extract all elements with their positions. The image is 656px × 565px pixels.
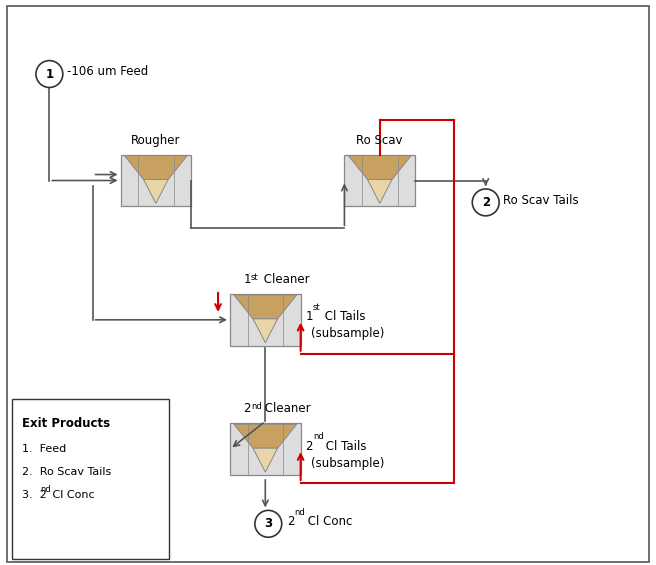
Text: Exit Products: Exit Products <box>22 418 110 431</box>
Circle shape <box>36 60 63 88</box>
Text: Cl Tails: Cl Tails <box>322 440 367 453</box>
Text: nd: nd <box>40 485 51 494</box>
Polygon shape <box>253 448 277 472</box>
Text: -106 um Feed: -106 um Feed <box>68 64 148 77</box>
Polygon shape <box>125 155 187 180</box>
Text: 1.  Feed: 1. Feed <box>22 444 66 454</box>
Text: Rougher: Rougher <box>131 134 180 147</box>
Text: Ro Scav: Ro Scav <box>356 134 403 147</box>
Text: 2.  Ro Scav Tails: 2. Ro Scav Tails <box>22 467 111 477</box>
Text: Ro Scav Tails: Ro Scav Tails <box>502 194 578 207</box>
Polygon shape <box>348 155 411 180</box>
Text: Cl Tails: Cl Tails <box>321 310 365 323</box>
Polygon shape <box>234 424 297 448</box>
Polygon shape <box>344 155 415 206</box>
FancyBboxPatch shape <box>12 399 169 559</box>
Text: nd: nd <box>295 508 305 518</box>
Circle shape <box>472 189 499 216</box>
Text: Cleaner: Cleaner <box>261 402 310 415</box>
Circle shape <box>255 510 281 537</box>
Text: 1: 1 <box>45 68 53 81</box>
Text: 1: 1 <box>243 273 251 286</box>
Polygon shape <box>253 319 277 343</box>
Polygon shape <box>230 294 300 346</box>
Text: Cl Conc: Cl Conc <box>49 490 94 500</box>
Polygon shape <box>144 180 168 203</box>
Text: st: st <box>251 273 258 282</box>
Text: nd: nd <box>251 402 262 411</box>
Text: (subsample): (subsample) <box>310 457 384 470</box>
Text: Cl Conc: Cl Conc <box>304 515 352 528</box>
Polygon shape <box>367 180 392 203</box>
Polygon shape <box>230 423 300 475</box>
Text: st: st <box>313 303 320 312</box>
Text: 3: 3 <box>264 518 272 531</box>
Text: 2: 2 <box>482 196 490 209</box>
Text: nd: nd <box>313 432 323 441</box>
Text: 2: 2 <box>287 515 295 528</box>
Text: 1: 1 <box>306 310 313 323</box>
Polygon shape <box>121 155 191 206</box>
FancyBboxPatch shape <box>7 6 649 562</box>
Polygon shape <box>234 295 297 319</box>
Text: (subsample): (subsample) <box>310 327 384 340</box>
Text: 2: 2 <box>306 440 313 453</box>
Text: 3.  2: 3. 2 <box>22 490 47 500</box>
Text: 2: 2 <box>243 402 251 415</box>
Text: Cleaner: Cleaner <box>260 273 310 286</box>
